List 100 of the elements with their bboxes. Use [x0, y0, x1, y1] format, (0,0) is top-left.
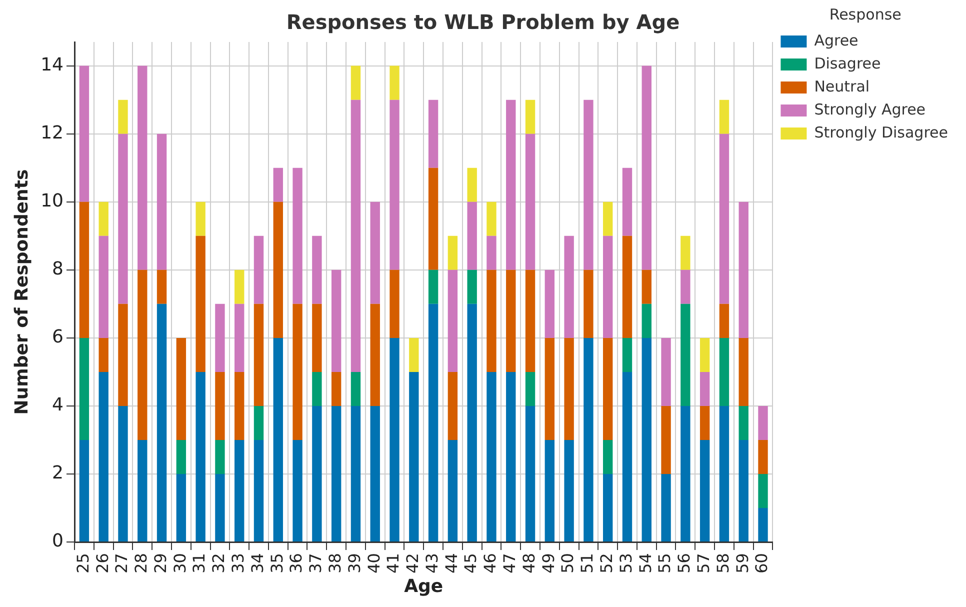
- bar: [138, 270, 148, 440]
- y-tick-label: 10: [40, 190, 64, 212]
- bar: [603, 338, 613, 440]
- x-tick-label: 34: [248, 553, 267, 574]
- bar: [409, 372, 419, 542]
- bar: [118, 100, 128, 134]
- bar: [79, 440, 90, 542]
- bar: [506, 100, 516, 270]
- x-tick-label: 30: [170, 553, 190, 574]
- bar: [196, 202, 206, 236]
- bar: [234, 304, 244, 372]
- bar: [254, 440, 264, 542]
- y-tick-label: 6: [52, 326, 64, 348]
- bar: [525, 134, 536, 270]
- x-tick-label: 42: [403, 553, 422, 574]
- bar: [622, 236, 632, 338]
- bar: [428, 270, 438, 304]
- bar: [719, 134, 730, 304]
- bar: [254, 236, 264, 304]
- bar: [312, 406, 322, 542]
- bar: [680, 406, 690, 542]
- bar: [603, 236, 613, 338]
- bar: [525, 100, 536, 134]
- bar: [622, 338, 632, 372]
- bar: [98, 338, 108, 372]
- bar: [350, 372, 361, 406]
- bar: [584, 270, 594, 338]
- bar: [564, 236, 574, 338]
- y-tick-label: 14: [40, 54, 64, 76]
- bar: [428, 304, 438, 542]
- bar: [196, 372, 206, 542]
- bar: [661, 338, 671, 406]
- bar: [700, 372, 710, 406]
- bar: [292, 440, 302, 542]
- bar: [584, 338, 594, 542]
- bar: [622, 372, 632, 542]
- bar: [506, 372, 516, 542]
- bar: [234, 372, 244, 440]
- bar: [544, 338, 555, 440]
- bar: [642, 338, 652, 542]
- x-tick-label: 53: [616, 553, 636, 574]
- bar: [98, 372, 108, 542]
- bar: [370, 406, 380, 542]
- y-tick-label: 12: [40, 122, 64, 144]
- x-tick-label: 44: [442, 553, 461, 574]
- y-tick-label: 4: [52, 394, 64, 416]
- x-tick-label: 49: [538, 553, 558, 574]
- x-tick-label: 35: [267, 553, 286, 574]
- x-tick-label: 57: [694, 553, 713, 574]
- bar: [758, 508, 768, 542]
- bar: [506, 270, 516, 372]
- x-tick-label: 40: [364, 553, 384, 574]
- bar: [525, 372, 536, 406]
- x-tick-label: 25: [73, 553, 92, 574]
- bar: [448, 440, 458, 542]
- bar: [390, 100, 400, 270]
- bar: [486, 372, 496, 542]
- bar: [292, 168, 302, 304]
- bar: [138, 66, 148, 270]
- bar: [350, 406, 361, 542]
- bar: [331, 406, 342, 542]
- bar: [118, 304, 128, 406]
- bar: [273, 202, 283, 338]
- x-tick-label: 39: [344, 553, 364, 574]
- y-tick-label: 2: [52, 462, 64, 484]
- x-tick-label: 56: [674, 553, 694, 574]
- legend-label: Strongly Disagree: [814, 123, 948, 142]
- x-tick-label: 52: [597, 553, 616, 574]
- bar: [544, 440, 555, 542]
- bar: [254, 304, 264, 406]
- bar: [215, 440, 225, 474]
- bar: [642, 304, 652, 338]
- bar: [486, 236, 496, 270]
- bar: [719, 304, 730, 338]
- x-tick-label: 33: [228, 553, 248, 574]
- bar: [642, 270, 652, 304]
- bar: [428, 100, 438, 168]
- bar: [370, 202, 380, 304]
- bar: [584, 100, 594, 270]
- bar: [370, 304, 380, 406]
- bar: [448, 236, 458, 270]
- bar: [331, 372, 342, 406]
- bar: [215, 372, 225, 440]
- x-tick-label: 46: [480, 553, 500, 574]
- x-tick-label: 47: [500, 553, 520, 574]
- bar: [603, 440, 613, 474]
- legend-label: Strongly Agree: [814, 100, 926, 118]
- bar: [603, 202, 613, 236]
- bar: [700, 338, 710, 372]
- x-tick-label: 41: [384, 553, 403, 574]
- bar: [138, 440, 148, 542]
- bar: [622, 168, 632, 236]
- x-tick-label: 60: [752, 553, 772, 574]
- bar: [603, 474, 613, 542]
- legend-label: Agree: [814, 31, 858, 50]
- bar: [254, 406, 264, 440]
- bar: [661, 406, 671, 474]
- x-tick-label: 27: [112, 553, 132, 574]
- bar: [428, 168, 438, 270]
- x-tick-label: 54: [636, 553, 655, 574]
